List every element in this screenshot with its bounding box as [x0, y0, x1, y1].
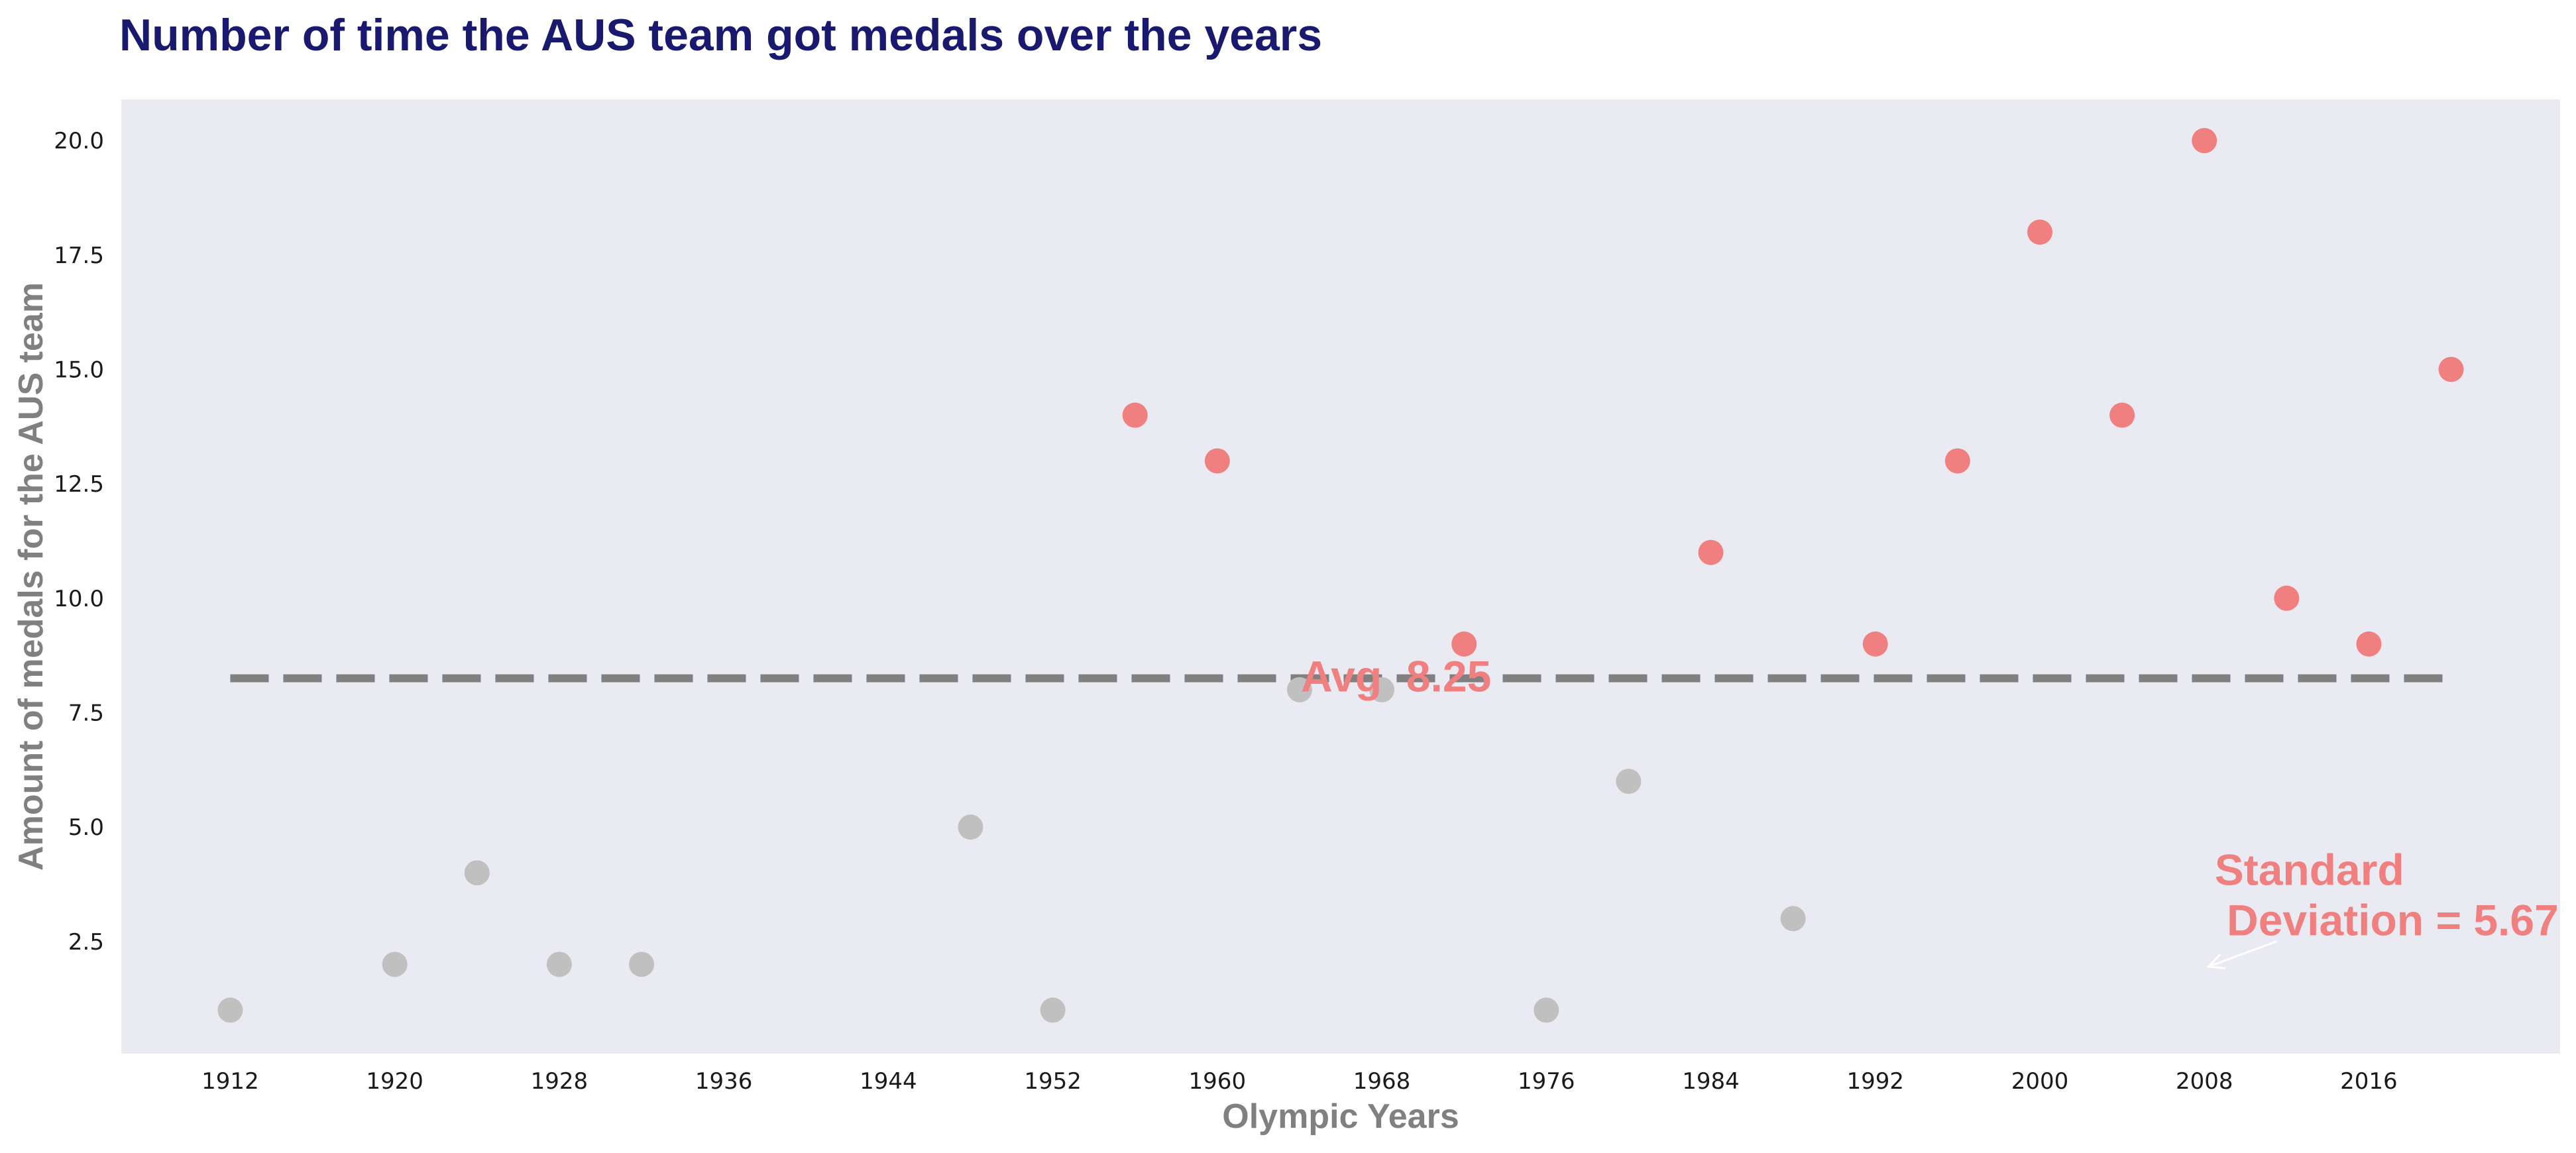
- data-point: [2192, 128, 2217, 154]
- y-tick-label: 20.0: [54, 128, 104, 154]
- x-tick-label: 1984: [1682, 1068, 1740, 1095]
- data-point: [629, 952, 655, 977]
- x-tick-label: 1952: [1024, 1068, 1082, 1095]
- data-point: [1862, 631, 1888, 657]
- std-dev-label-line1: Standard: [2215, 846, 2404, 895]
- data-point: [382, 952, 408, 977]
- data-point: [217, 997, 243, 1023]
- data-point: [1369, 677, 1395, 702]
- x-tick-label: 1944: [860, 1068, 917, 1095]
- y-tick-label: 10.0: [54, 586, 104, 612]
- y-tick-label: 7.5: [68, 700, 104, 726]
- data-point: [2274, 585, 2300, 611]
- data-point: [1040, 997, 1066, 1023]
- y-tick-label: 5.0: [68, 814, 104, 841]
- std-dev-label-line2: Deviation = 5.67: [2215, 896, 2559, 945]
- data-point: [1780, 906, 1806, 932]
- x-tick-label: 2016: [2340, 1068, 2398, 1095]
- data-points: [217, 128, 2464, 1023]
- x-tick-label: 2008: [2176, 1068, 2233, 1095]
- x-tick-label: 1936: [695, 1068, 753, 1095]
- x-tick-label: 2000: [2011, 1068, 2069, 1095]
- data-point: [958, 814, 983, 840]
- chart-title: Number of time the AUS team got medals o…: [119, 10, 1322, 60]
- data-point: [464, 860, 490, 886]
- data-point: [2109, 402, 2135, 428]
- x-axis-title: Olympic Years: [1222, 1097, 1459, 1136]
- data-point: [1204, 448, 1230, 474]
- x-tick-label: 1968: [1353, 1068, 1411, 1095]
- data-point: [2027, 219, 2052, 245]
- y-tick-label: 15.0: [54, 357, 104, 383]
- data-point: [2438, 357, 2464, 382]
- plot-area: [121, 99, 2560, 1054]
- data-point: [1698, 539, 1724, 565]
- x-tick-label: 1960: [1189, 1068, 1247, 1095]
- x-tick-labels: 1912 1920 1928 1936 1944 1952 1960 1968 1976 1984…: [201, 1068, 2398, 1095]
- arrow-shaft: [2208, 940, 2277, 968]
- arrow-head: [2206, 953, 2226, 969]
- x-tick-label: 1912: [201, 1068, 259, 1095]
- x-tick-label: 1920: [366, 1068, 423, 1095]
- average-label: Avg 8.25: [1301, 652, 1491, 701]
- data-point: [1616, 769, 1642, 795]
- data-point: [546, 952, 572, 977]
- data-point: [1451, 631, 1477, 657]
- y-tick-label: 17.5: [54, 243, 104, 269]
- y-tick-label: 2.5: [68, 929, 104, 956]
- x-tick-label: 1976: [1518, 1068, 1575, 1095]
- data-point: [1286, 677, 1312, 702]
- std-dev-arrow: [2206, 940, 2277, 969]
- x-tick-label: 1992: [1846, 1068, 1904, 1095]
- y-tick-label: 12.5: [54, 471, 104, 498]
- x-tick-label: 1928: [531, 1068, 588, 1095]
- data-point: [1122, 402, 1148, 428]
- data-point: [1534, 997, 1559, 1023]
- y-tick-labels: 2.5 5.0 7.5 10.0 12.5 15.0 17.5 20.0: [54, 128, 104, 956]
- data-point: [2356, 631, 2382, 657]
- data-point: [1944, 448, 1970, 474]
- y-axis-title: Amount of medals for the AUS team: [12, 282, 50, 871]
